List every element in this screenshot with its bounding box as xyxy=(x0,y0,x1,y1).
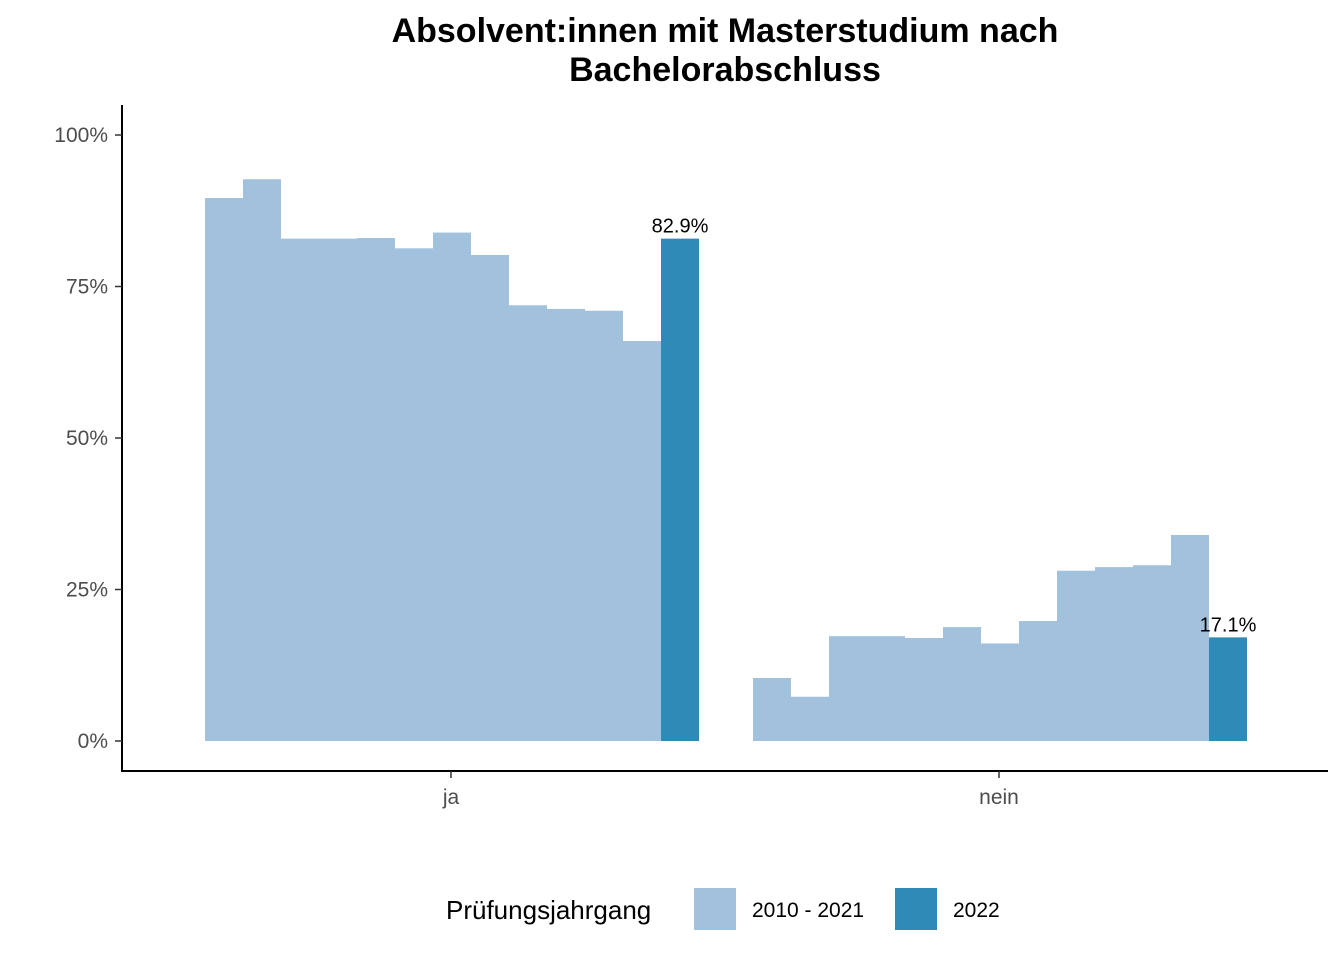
bars-layer xyxy=(205,179,1247,742)
chart-title-line-1: Absolvent:innen mit Masterstudium nach xyxy=(392,12,1059,50)
bar-nein-2010-2021-6 xyxy=(981,643,1019,741)
bar-ja-2010-2021-9 xyxy=(547,308,585,741)
bar-nein-2010-2021-11 xyxy=(1171,534,1209,741)
bar-ja-2010-2021-0 xyxy=(205,198,243,742)
bar-ja-2010-2021-3 xyxy=(319,238,357,741)
chart-title: Absolvent:innen mit Masterstudium nach B… xyxy=(392,12,1059,89)
bar-ja-2010-2021-4 xyxy=(357,238,395,741)
y-axis-ticks: 0% 25% 50% 75% 100% xyxy=(54,124,122,753)
bar-ja-2010-2021-10 xyxy=(585,310,623,741)
data-labels-layer: 82.9% 17.1% xyxy=(652,216,1257,637)
legend: Prüfungsjahrgang 2010 - 2021 2022 xyxy=(446,888,1000,930)
bar-nein-2010-2021-2 xyxy=(829,636,867,741)
x-tick-label-nein: nein xyxy=(979,786,1019,809)
data-label-nein-2022: 17.1% xyxy=(1200,614,1257,636)
y-tick-label-4: 100% xyxy=(54,124,108,147)
bar-nein-2010-2021-1 xyxy=(791,696,829,741)
bar-nein-2022 xyxy=(1209,637,1247,741)
legend-title: Prüfungsjahrgang xyxy=(446,895,651,925)
bar-nein-2010-2021-10 xyxy=(1133,565,1171,741)
bar-ja-2010-2021-1 xyxy=(243,179,281,741)
data-label-ja-2022: 82.9% xyxy=(652,216,709,238)
legend-swatch-2010-2021 xyxy=(694,888,736,930)
bar-ja-2010-2021-7 xyxy=(471,254,509,741)
bar-ja-2010-2021-2 xyxy=(281,238,319,741)
bar-ja-2010-2021-11 xyxy=(623,341,661,741)
y-tick-label-2: 50% xyxy=(66,427,108,450)
x-tick-label-ja: ja xyxy=(442,786,460,809)
bar-nein-2010-2021-5 xyxy=(943,627,981,741)
bar-ja-2010-2021-5 xyxy=(395,248,433,741)
legend-label-2010-2021: 2010 - 2021 xyxy=(752,899,864,922)
y-tick-label-3: 75% xyxy=(66,276,108,299)
bar-ja-2010-2021-8 xyxy=(509,305,547,741)
legend-label-2022: 2022 xyxy=(953,899,1000,922)
bar-ja-2022 xyxy=(661,238,699,741)
y-tick-label-0: 0% xyxy=(78,730,108,753)
x-axis-ticks: ja nein xyxy=(442,771,1019,809)
bar-nein-2010-2021-7 xyxy=(1019,621,1057,741)
chart-title-line-2: Bachelorabschluss xyxy=(569,51,881,89)
legend-swatch-2022 xyxy=(895,888,937,930)
bar-nein-2010-2021-8 xyxy=(1057,570,1095,741)
bar-nein-2010-2021-3 xyxy=(867,636,905,741)
bar-nein-2010-2021-0 xyxy=(753,677,791,741)
y-tick-label-1: 25% xyxy=(66,579,108,602)
bar-nein-2010-2021-9 xyxy=(1095,567,1133,741)
bar-nein-2010-2021-4 xyxy=(905,637,943,741)
bar-ja-2010-2021-6 xyxy=(433,232,471,742)
